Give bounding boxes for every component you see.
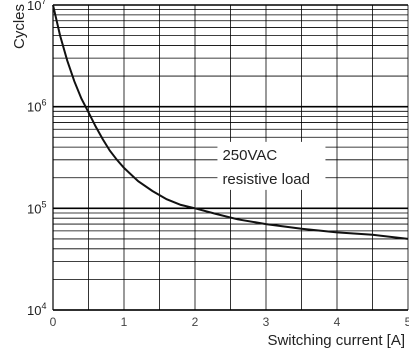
x-axis-label-background — [232, 327, 409, 351]
x-axis-label-group: Switching current [A] — [232, 327, 409, 351]
x-axis-label: Switching current [A] — [267, 332, 405, 349]
annotation: 250VAC resistive load — [217, 141, 326, 190]
x-tick-label: 0 — [50, 315, 57, 329]
x-tick-label: 1 — [121, 315, 128, 329]
annotation-background — [217, 141, 326, 190]
y-tick-label: 104 — [27, 301, 46, 318]
x-tick-label: 2 — [192, 315, 199, 329]
annotation-line-1: 250VAC — [222, 147, 277, 164]
y-tick-label: 107 — [27, 0, 46, 13]
x-tick-labels: 0 1 2 3 4 5 — [50, 315, 409, 329]
y-tick-label: 106 — [27, 98, 46, 115]
y-tick-labels: 104 105 106 107 — [27, 0, 46, 318]
series-line — [52, 4, 409, 240]
y-tick-label: 105 — [27, 199, 46, 216]
x-tick-label: 5 — [405, 315, 409, 329]
x-tick-label: 4 — [334, 315, 341, 329]
annotation-line-2: resistive load — [222, 171, 310, 188]
x-tick-label: 3 — [263, 315, 270, 329]
y-axis-label: Cycles — [11, 4, 28, 49]
